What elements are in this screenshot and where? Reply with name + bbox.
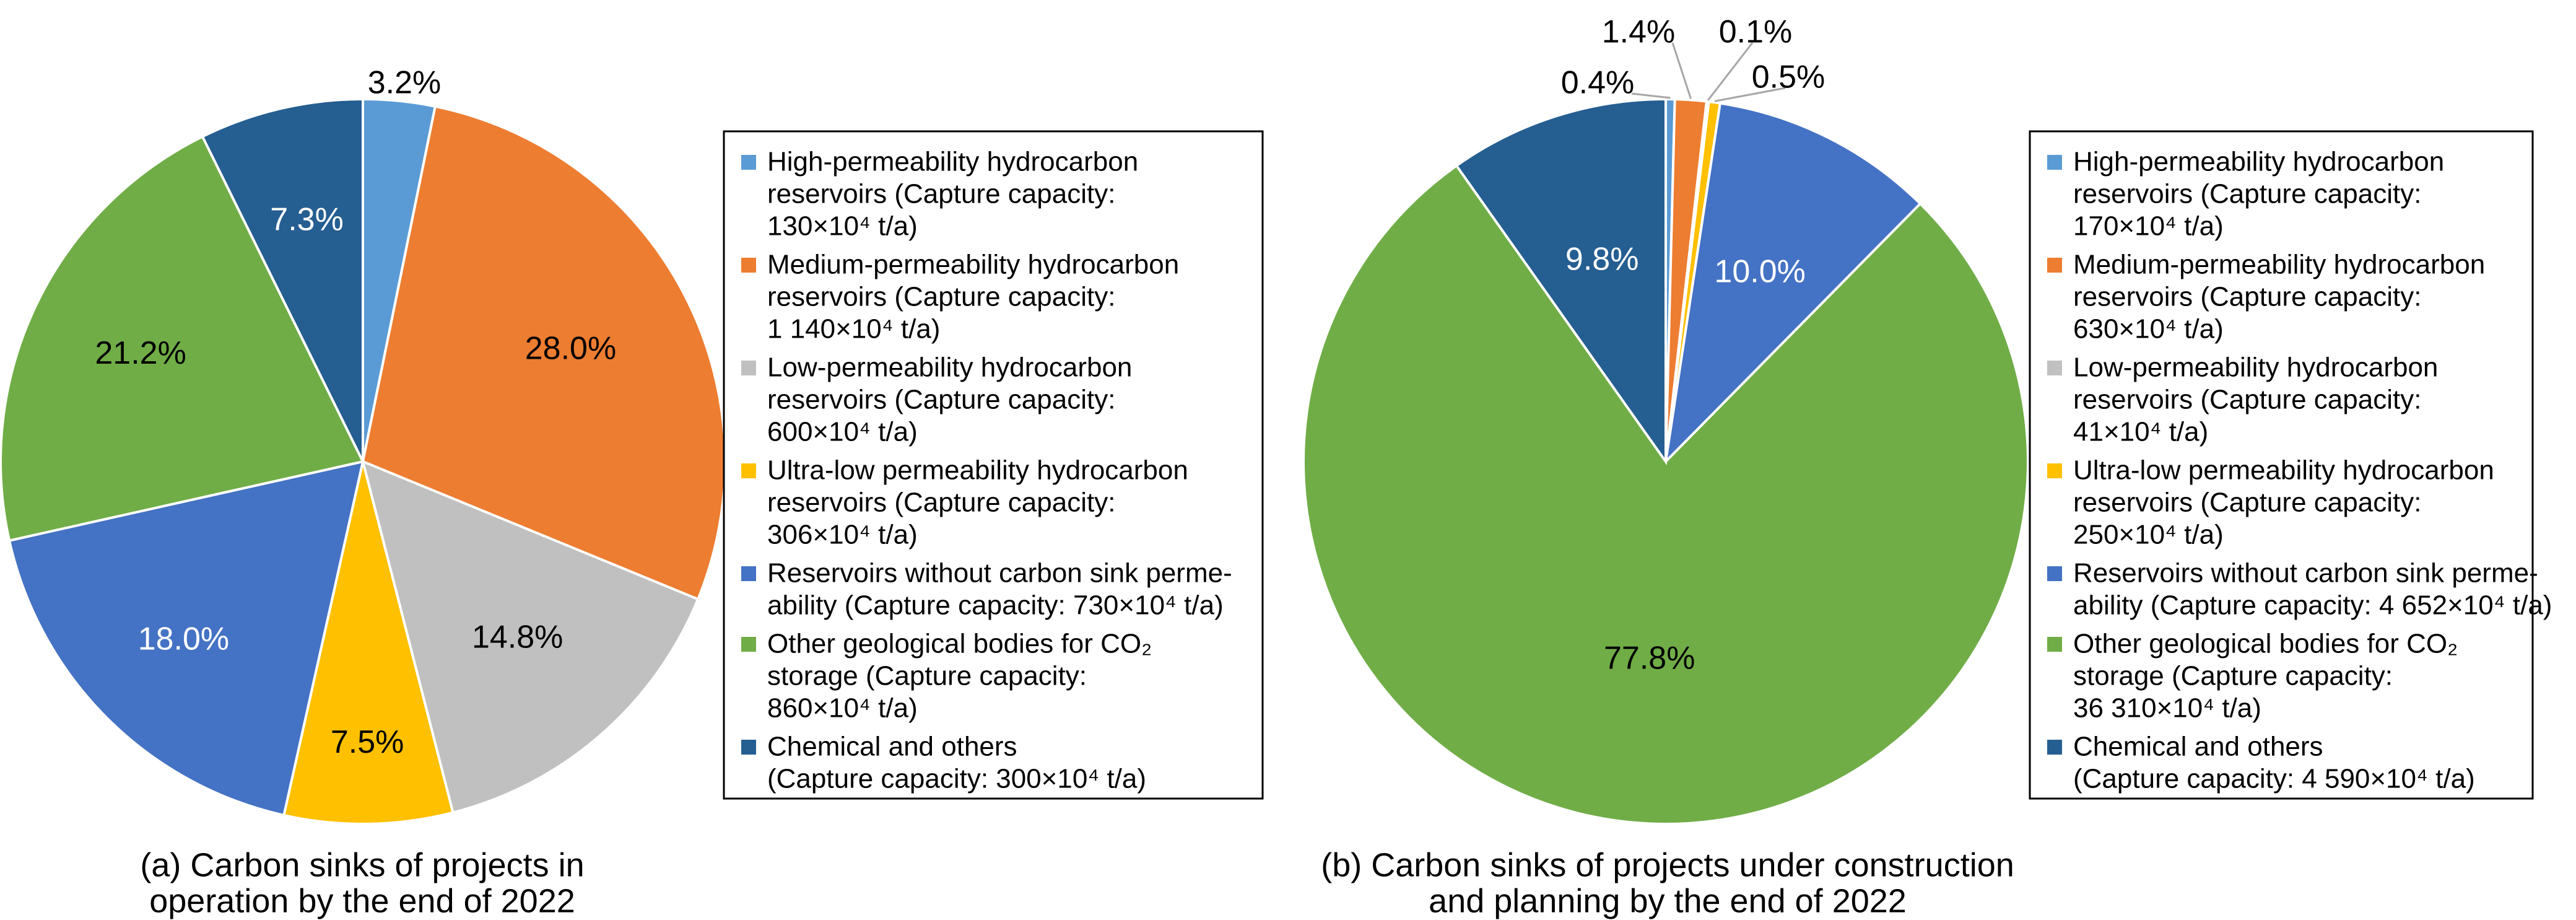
- data-label-3: 14.8%: [472, 620, 563, 655]
- data-label-2: 1.4%: [1602, 14, 1676, 50]
- data-label-6: 21.2%: [95, 335, 186, 371]
- legend: High-permeability hydrocarbonreservoirs …: [723, 130, 1264, 800]
- data-label-7: 7.3%: [270, 201, 344, 237]
- data-label-1: 3.2%: [368, 65, 442, 101]
- legend-entry-4-line-3: 306×10⁴ t/a): [767, 520, 918, 550]
- legend-swatch-7: [741, 740, 756, 755]
- legend-swatch-4: [741, 463, 756, 478]
- legend-entry-7-line-1: Chemical and others: [767, 732, 1017, 762]
- chart-caption-line-1: (a) Carbon sinks of projects in: [140, 846, 584, 883]
- legend-entry-4-line-2: reservoirs (Capture capacity:: [767, 488, 1115, 518]
- legend-entry-1-line-1: High-permeability hydrocarbon: [767, 147, 1138, 177]
- legend-entry-7-line-2: (Capture capacity: 4 590×10⁴ t/a): [2073, 764, 2475, 794]
- legend-entry-7-line-2: (Capture capacity: 300×10⁴ t/a): [767, 764, 1146, 794]
- pie-slice-6: [0, 134, 365, 543]
- legend-entry-1-line-3: 170×10⁴ t/a): [2073, 211, 2224, 242]
- legend-swatch-1: [2047, 155, 2062, 170]
- legend-swatch-5: [2047, 566, 2062, 581]
- pie-slice-2: [361, 105, 726, 601]
- legend-swatch-2: [741, 258, 756, 273]
- legend-entry-2-line-2: reservoirs (Capture capacity:: [2073, 282, 2421, 312]
- legend-entry-2-line-3: 630×10⁴ t/a): [2073, 314, 2224, 344]
- legend-entry-5-line-2: ability (Capture capacity: 4 652×10⁴ t/a…: [2073, 590, 2552, 621]
- legend-entry-3-line-3: 41×10⁴ t/a): [2073, 417, 2208, 447]
- leader-line-4: [1714, 87, 1786, 102]
- pie-slice-4: [282, 461, 455, 825]
- legend-entry-6-line-1: Other geological bodies for CO₂: [767, 629, 1152, 659]
- legend-entry-1-line-3: 130×10⁴ t/a): [767, 211, 918, 242]
- data-label-5: 10.0%: [1714, 253, 1805, 289]
- legend: High-permeability hydrocarbonreservoirs …: [2029, 130, 2552, 800]
- legend-swatch-3: [741, 361, 756, 375]
- data-label-4: 7.5%: [331, 724, 404, 760]
- legend-entry-5-line-1: Reservoirs without carbon sink perme-: [767, 558, 1232, 589]
- legend-entry-6-line-2: storage (Capture capacity:: [767, 661, 1087, 691]
- pie-slice-6: [1302, 164, 2029, 825]
- legend-swatch-7: [2047, 740, 2062, 755]
- data-label-3: 0.1%: [1719, 14, 1793, 50]
- legend-entry-5-line-2: ability (Capture capacity: 730×10⁴ t/a): [767, 590, 1224, 621]
- legend-swatch-4: [2047, 463, 2062, 478]
- legend-entry-4-line-1: Ultra-low permeability hydrocarbon: [2073, 455, 2494, 486]
- legend-box: [2029, 130, 2534, 800]
- legend-swatch-6: [741, 637, 756, 652]
- chart-caption-line-2: and planning by the end of 2022: [1429, 882, 1907, 919]
- legend-entry-3-line-2: reservoirs (Capture capacity:: [767, 385, 1115, 415]
- leader-line-1: [1631, 92, 1671, 99]
- legend-swatch-5: [741, 566, 756, 581]
- legend-entry-1-line-2: reservoirs (Capture capacity:: [2073, 179, 2421, 209]
- legend-swatch-1: [741, 155, 756, 170]
- legend-entry-7-line-1: Chemical and others: [2073, 732, 2323, 762]
- legend-entry-6-line-3: 36 310×10⁴ t/a): [2073, 693, 2261, 724]
- legend-entry-2-line-2: reservoirs (Capture capacity:: [767, 282, 1115, 312]
- legend-box: [723, 130, 1264, 800]
- legend-entry-5-line-1: Reservoirs without carbon sink perme-: [2073, 558, 2538, 589]
- data-label-1: 0.4%: [1561, 65, 1635, 101]
- legend-entry-3-line-3: 600×10⁴ t/a): [767, 417, 918, 447]
- legend-swatch-6: [2047, 637, 2062, 652]
- legend-entry-2-line-1: Medium-permeability hydrocarbon: [767, 250, 1179, 280]
- chart-caption-line-1: (b) Carbon sinks of projects under const…: [1321, 846, 2014, 883]
- legend-entry-3-line-1: Low-permeability hydrocarbon: [767, 353, 1132, 383]
- legend-entry-4-line-2: reservoirs (Capture capacity:: [2073, 488, 2421, 518]
- legend-swatch-3: [2047, 361, 2062, 375]
- data-label-6: 77.8%: [1604, 640, 1695, 676]
- legend-entry-4-line-1: Ultra-low permeability hydrocarbon: [767, 455, 1188, 486]
- legend-entry-4-line-3: 250×10⁴ t/a): [2073, 520, 2224, 550]
- pie-slice-3: [361, 459, 700, 815]
- legend-entry-3-line-1: Low-permeability hydrocarbon: [2073, 353, 2438, 383]
- data-label-5: 18.0%: [138, 621, 229, 657]
- pie-slice-5: [7, 460, 365, 817]
- pie-chart-a: 3.2% 28.0% 14.8% 7.5% 18.0% 21.2% 7.3% High-per…: [0, 65, 1264, 919]
- data-label-4: 0.5%: [1752, 59, 1825, 95]
- legend-entry-6-line-1: Other geological bodies for CO₂: [2073, 629, 2458, 659]
- legend-entry-6-line-2: storage (Capture capacity:: [2073, 661, 2393, 691]
- pie-slice-7: [1455, 97, 1667, 466]
- legend-entry-3-line-2: reservoirs (Capture capacity:: [2073, 385, 2421, 415]
- pie-chart-b: 0.4% 1.4% 0.1% 0.5% 10.0% 77.8% 9.8% High-perme…: [1302, 14, 2552, 919]
- pie-slice-7: [201, 97, 364, 462]
- legend-entry-6-line-3: 860×10⁴ t/a): [767, 693, 918, 724]
- pie-slice-5: [1664, 102, 1922, 465]
- legend-entry-2-line-1: Medium-permeability hydrocarbon: [2073, 250, 2485, 280]
- leader-line-2: [1671, 42, 1692, 99]
- data-label-7: 9.8%: [1565, 241, 1639, 277]
- leader-line-3: [1707, 42, 1754, 101]
- legend-entry-2-line-3: 1 140×10⁴ t/a): [767, 314, 940, 344]
- legend-entry-1-line-1: High-permeability hydrocarbon: [2073, 147, 2444, 177]
- chart-caption-line-2: operation by the end of 2022: [149, 882, 575, 919]
- data-label-2: 28.0%: [525, 331, 616, 367]
- legend-entry-1-line-2: reservoirs (Capture capacity:: [767, 179, 1115, 209]
- legend-swatch-2: [2047, 258, 2062, 273]
